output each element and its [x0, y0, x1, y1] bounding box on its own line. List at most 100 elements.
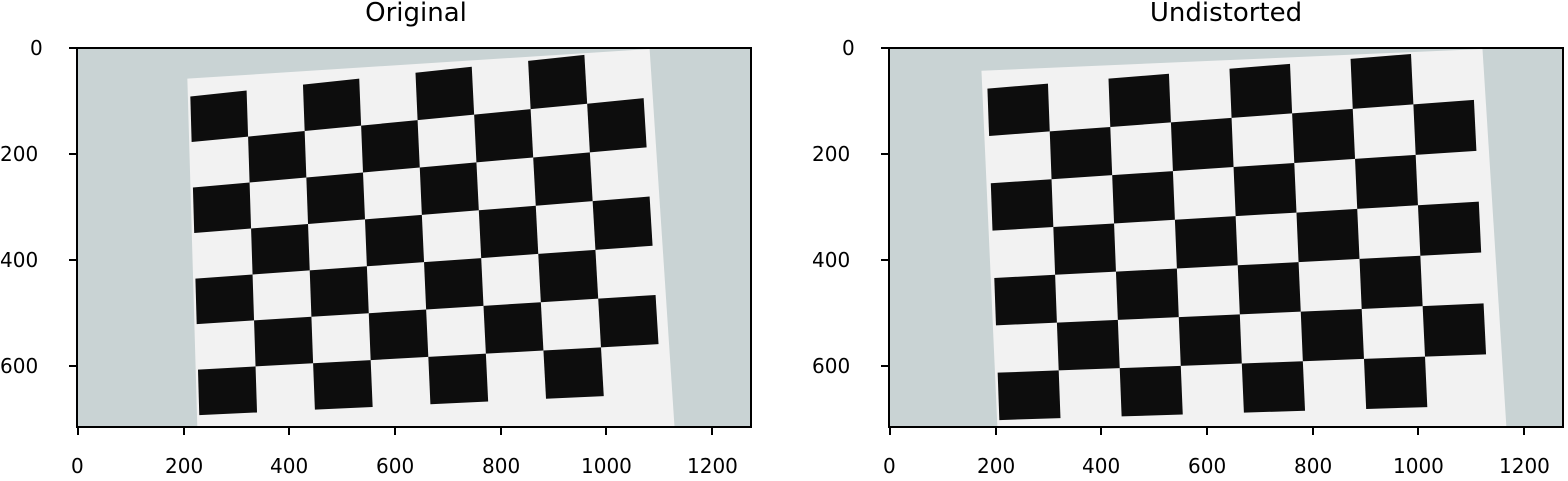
checker-square [192, 182, 252, 234]
checker-square [1350, 53, 1414, 109]
x-tick-mark [1312, 428, 1314, 435]
x-tick-label: 600 [376, 454, 415, 478]
y-tick-label: 400 [812, 248, 851, 272]
image-axes [76, 47, 752, 428]
x-tick-label: 800 [482, 454, 521, 478]
checker-square [1056, 319, 1120, 371]
checker-square [251, 223, 310, 275]
checker-square [313, 360, 373, 410]
panel-title: Original [365, 0, 467, 28]
checker-square [1112, 171, 1175, 224]
x-tick-mark [1417, 428, 1419, 435]
panel-title: Undistorted [1149, 0, 1303, 28]
checker-square [306, 172, 365, 224]
checker-square [364, 214, 425, 267]
checker-square [1229, 63, 1293, 118]
checker-square [592, 196, 653, 250]
x-tick-mark [889, 428, 891, 435]
panel-undistorted: Undistorted 0 200 400 600 0 200 400 600 … [811, 0, 1568, 481]
y-tick-mark [69, 365, 76, 367]
checker-square [1108, 73, 1171, 127]
checkerboard-image [890, 49, 1562, 426]
checker-square [1049, 126, 1113, 180]
checker-square [1119, 365, 1183, 417]
y-tick-label: 600 [0, 354, 39, 378]
x-tick-label: 1200 [687, 454, 738, 478]
y-tick-mark [69, 259, 76, 261]
checker-square [483, 302, 544, 354]
x-tick-label: 0 [71, 454, 84, 478]
checker-square [478, 205, 539, 259]
image-axes [888, 47, 1564, 428]
x-tick-mark [711, 428, 713, 435]
x-tick-label: 1000 [581, 454, 632, 478]
x-tick-label: 1200 [1499, 454, 1550, 478]
checker-square [990, 179, 1054, 231]
y-tick-label: 200 [0, 142, 39, 166]
x-tick-mark [183, 428, 185, 435]
checker-square [428, 353, 489, 405]
checker-square [368, 309, 429, 361]
checker-square [533, 152, 593, 206]
x-tick-label: 800 [1294, 454, 1333, 478]
checker-square [997, 370, 1061, 421]
checker-square [197, 366, 258, 416]
checker-square [598, 294, 659, 348]
checker-square [543, 347, 604, 399]
x-tick-mark [1100, 428, 1102, 435]
checker-square [415, 66, 475, 121]
checker-square [1359, 255, 1423, 309]
checker-square [1355, 154, 1418, 209]
x-tick-mark [605, 428, 607, 435]
x-tick-label: 400 [270, 454, 309, 478]
checker-square [248, 131, 307, 183]
checker-square [1170, 117, 1234, 172]
checker-square [1292, 108, 1356, 163]
checker-square [474, 109, 534, 163]
checker-square [1413, 99, 1477, 155]
checker-square [419, 162, 479, 215]
x-tick-mark [500, 428, 502, 435]
checker-square [994, 274, 1057, 326]
y-tick-mark [881, 259, 888, 261]
x-tick-label: 200 [165, 454, 204, 478]
y-tick-mark [69, 153, 76, 155]
checker-square [1241, 361, 1306, 413]
y-tick-label: 0 [842, 36, 855, 60]
checker-square [1417, 201, 1482, 256]
checker-square [538, 249, 599, 303]
x-tick-label: 600 [1188, 454, 1227, 478]
y-tick-label: 0 [30, 36, 43, 60]
panel-original: Original 0 200 400 600 0 200 400 600 800… [0, 0, 760, 481]
checker-square [1237, 262, 1301, 315]
checker-square [309, 266, 369, 317]
checker-square [361, 120, 420, 173]
checker-square [190, 90, 249, 143]
checker-square [302, 78, 362, 132]
checker-square [424, 258, 484, 310]
y-tick-label: 400 [0, 248, 39, 272]
x-tick-label: 0 [883, 454, 896, 478]
checker-square [1053, 223, 1116, 275]
y-tick-mark [881, 153, 888, 155]
checkerboard-image [78, 49, 750, 426]
y-tick-mark [881, 365, 888, 367]
checker-square [1363, 356, 1428, 409]
y-tick-label: 200 [812, 142, 851, 166]
checker-square [1174, 216, 1238, 269]
checker-square [1296, 208, 1360, 263]
checker-square [987, 83, 1050, 136]
y-tick-mark [69, 47, 76, 49]
x-tick-mark [77, 428, 79, 435]
x-tick-label: 1000 [1393, 454, 1444, 478]
x-tick-label: 400 [1082, 454, 1121, 478]
x-tick-mark [288, 428, 290, 435]
checker-square [1115, 268, 1179, 320]
checker-square [1422, 303, 1487, 357]
checker-square [1300, 308, 1364, 362]
y-tick-mark [881, 47, 888, 49]
x-tick-label: 200 [977, 454, 1016, 478]
x-tick-mark [1523, 428, 1525, 435]
x-tick-mark [995, 428, 997, 435]
x-tick-mark [1206, 428, 1208, 435]
